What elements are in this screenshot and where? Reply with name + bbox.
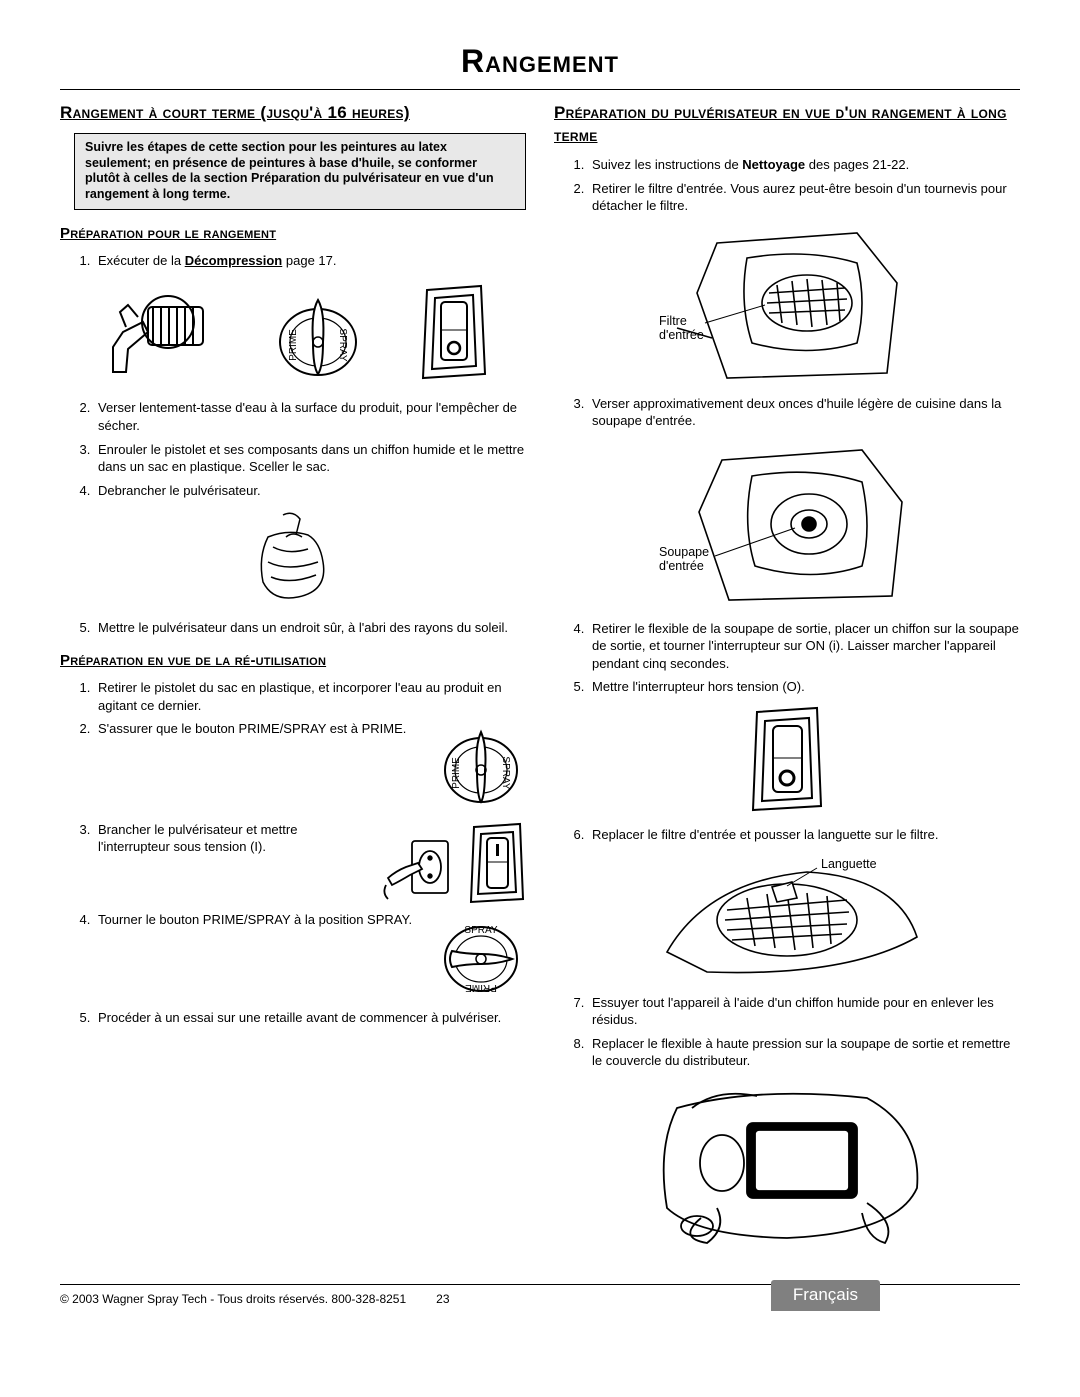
list-item: S'assurer que le bouton PRIME/SPRAY est … <box>94 720 526 815</box>
latex-note-box: Suivre les étapes de cette section pour … <box>74 133 526 210</box>
switch-off-icon <box>419 282 489 382</box>
long-term-steps-3: Verser approximativement deux onces d'hu… <box>588 395 1020 430</box>
step-text: page 17. <box>282 253 336 268</box>
list-item: Mettre le pulvérisateur dans un endroit … <box>94 619 526 637</box>
spray-gun-icon <box>98 277 218 387</box>
spray-label: SPRAY <box>337 329 348 362</box>
step-text: S'assurer que le bouton PRIME/SPRAY est … <box>98 720 422 738</box>
list-item: Brancher le pulvérisateur et mettre l'in… <box>94 821 526 905</box>
list-item: Suivez les instructions de Nettoyage des… <box>588 156 1020 174</box>
list-item: Enrouler le pistolet et ses composants d… <box>94 441 526 476</box>
valve-callout-label: Soupaped'entrée <box>659 545 709 573</box>
long-term-steps: Suivez les instructions de Nettoyage des… <box>588 156 1020 215</box>
list-item: Debrancher le pulvérisateur. <box>94 482 526 500</box>
list-item: Replacer le flexible à haute pression su… <box>588 1035 1020 1070</box>
step-text: Tourner le bouton PRIME/SPRAY à la posit… <box>98 911 422 929</box>
page-title: Rangement <box>60 40 1020 90</box>
sprayer-assembly-icon <box>637 1078 937 1248</box>
list-item: Tourner le bouton PRIME/SPRAY à la posit… <box>94 911 526 1004</box>
bag-illustration <box>60 507 526 607</box>
list-item: Essuyer tout l'appareil à l'aide d'un ch… <box>588 994 1020 1029</box>
switch-off-illustration <box>554 704 1020 814</box>
tab-callout-label: Languette <box>821 857 877 871</box>
plug-icon <box>378 823 458 903</box>
long-term-heading: Préparation du pulvérisateur en vue d'un… <box>554 102 1020 148</box>
sprayer-filter-icon: Filtred'entrée <box>657 223 917 383</box>
prep-storage-steps: Exécuter de la Décompression page 17. <box>94 252 526 270</box>
long-term-steps-7: Essuyer tout l'appareil à l'aide d'un ch… <box>588 994 1020 1070</box>
switch-off-large-icon <box>747 704 827 814</box>
right-column: Préparation du pulvérisateur en vue d'un… <box>554 102 1020 1260</box>
page-number: 23 <box>436 1291 449 1307</box>
inlet-filter-illustration: Filtred'entrée <box>554 223 1020 383</box>
list-item: Retirer le filtre d'entrée. Vous aurez p… <box>588 180 1020 215</box>
page-footer: © 2003 Wagner Spray Tech - Tous droits r… <box>60 1284 1020 1307</box>
prime-spray-dial-icon: PRIME SPRAY <box>273 282 363 382</box>
list-item: Verser lentement-tasse d'eau à la surfac… <box>94 399 526 434</box>
prep-reuse-subheading: Préparation en vue de la ré-utilisation <box>60 651 526 671</box>
step-text: Brancher le pulvérisateur et mettre l'in… <box>98 821 364 856</box>
step-text: des pages 21-22. <box>805 157 909 172</box>
decompression-illustration: PRIME SPRAY <box>60 277 526 387</box>
list-item: Replacer le filtre d'entrée et pousser l… <box>588 826 1020 844</box>
list-item: Retirer le flexible de la soupape de sor… <box>588 620 1020 673</box>
short-term-heading: Rangement à court terme (jusqu'à 16 heur… <box>60 102 526 125</box>
prep-storage-steps-end: Mettre le pulvérisateur dans un endroit … <box>94 619 526 637</box>
long-term-steps-6: Replacer le filtre d'entrée et pousser l… <box>588 826 1020 844</box>
long-term-steps-4: Retirer le flexible de la soupape de sor… <box>588 620 1020 696</box>
inlet-valve-illustration: Soupaped'entrée <box>554 438 1020 608</box>
language-tab: Français <box>771 1280 880 1311</box>
final-assembly-illustration <box>554 1078 1020 1248</box>
prime-label: PRIME <box>288 329 299 361</box>
svg-text:SPRAY: SPRAY <box>500 756 511 789</box>
svg-text:SPRAY: SPRAY <box>464 925 497 936</box>
svg-text:PRIME: PRIME <box>451 757 462 789</box>
step-text: Exécuter de la <box>98 253 185 268</box>
reuse-steps: Retirer le pistolet du sac en plastique,… <box>94 679 526 1027</box>
plastic-bag-icon <box>238 507 348 607</box>
prep-storage-steps-cont: Verser lentement-tasse d'eau à la surfac… <box>94 399 526 499</box>
prep-storage-subheading: Préparation pour le rangement <box>60 224 526 244</box>
step-ref: Décompression <box>185 253 283 268</box>
dial-prime-icon: PRIME SPRAY <box>436 720 526 810</box>
list-item: Exécuter de la Décompression page 17. <box>94 252 526 270</box>
switch-on-icon <box>468 821 526 905</box>
dial-spray-icon: SPRAY PRIME <box>436 911 526 999</box>
filter-callout-label: Filtred'entrée <box>659 314 704 342</box>
sprayer-valve-icon: Soupaped'entrée <box>657 438 917 608</box>
step-ref: Nettoyage <box>742 157 805 172</box>
filter-tab-icon: Languette <box>647 852 927 982</box>
list-item: Retirer le pistolet du sac en plastique,… <box>94 679 526 714</box>
list-item: Verser approximativement deux onces d'hu… <box>588 395 1020 430</box>
left-column: Rangement à court terme (jusqu'à 16 heur… <box>60 102 526 1260</box>
svg-text:PRIME: PRIME <box>465 982 497 993</box>
tab-illustration: Languette <box>554 852 1020 982</box>
copyright-text: © 2003 Wagner Spray Tech - Tous droits r… <box>60 1291 406 1307</box>
list-item: Mettre l'interrupteur hors tension (O). <box>588 678 1020 696</box>
two-column-layout: Rangement à court terme (jusqu'à 16 heur… <box>60 102 1020 1260</box>
list-item: Procéder à un essai sur une retaille ava… <box>94 1009 526 1027</box>
step-text: Suivez les instructions de <box>592 157 742 172</box>
